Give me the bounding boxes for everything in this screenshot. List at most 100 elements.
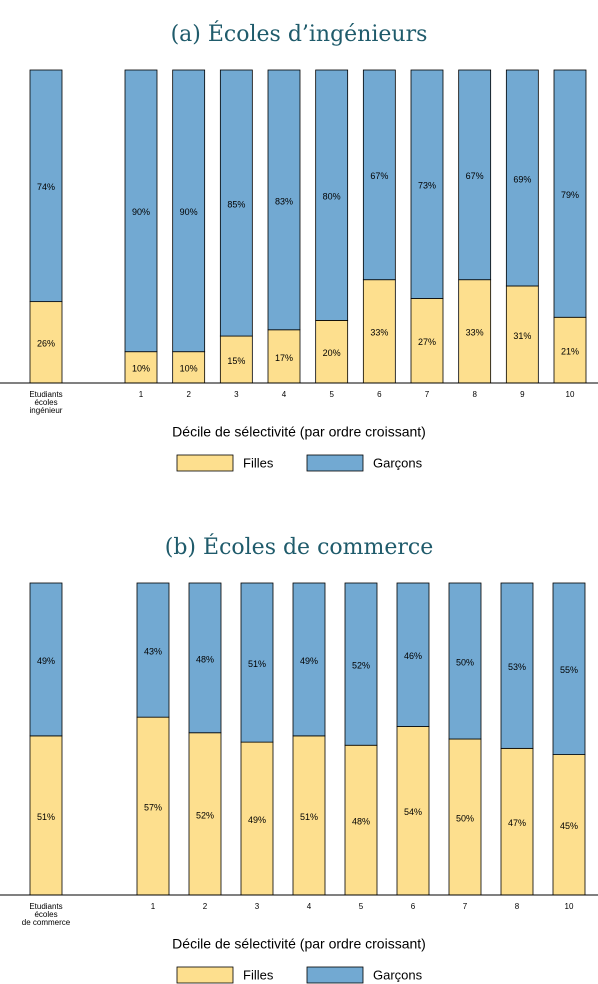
- value-label: 73%: [418, 181, 436, 191]
- value-label: 31%: [513, 331, 531, 341]
- x-tick-label: 5: [329, 390, 334, 399]
- bar-segment: [448, 582, 482, 740]
- x-tick-label: écoles: [34, 910, 57, 919]
- bar-segment: [552, 754, 586, 896]
- value-label: 50%: [456, 657, 474, 667]
- legend-swatch: [306, 454, 364, 472]
- bar-segment: [315, 319, 349, 384]
- x-tick-label: écoles: [34, 398, 57, 407]
- bar-segment: [553, 316, 587, 384]
- chart-title: (b) Écoles de commerce: [165, 533, 433, 560]
- bar-segment: [240, 582, 274, 743]
- chart-title: (a) Écoles d’ingénieurs: [171, 20, 428, 47]
- x-tick-label: 10: [565, 902, 574, 911]
- bar-segment: [553, 69, 587, 318]
- value-label: 49%: [300, 656, 318, 666]
- bar-segment: [362, 279, 396, 384]
- value-label: 49%: [37, 656, 55, 666]
- x-tick-label: 2: [203, 902, 208, 911]
- legend-label: Filles: [243, 967, 274, 982]
- bar-segment: [552, 582, 586, 756]
- value-label: 83%: [275, 196, 293, 206]
- value-label: 51%: [300, 812, 318, 822]
- bar-segment: [500, 582, 534, 749]
- value-label: 90%: [180, 207, 198, 217]
- bar-segment: [292, 735, 326, 896]
- value-label: 53%: [508, 662, 526, 672]
- value-label: 52%: [196, 810, 214, 820]
- bar-segment: [505, 69, 539, 287]
- legend-label: Garçons: [373, 455, 423, 470]
- value-label: 51%: [37, 812, 55, 822]
- value-label: 52%: [352, 660, 370, 670]
- bar-segment: [172, 69, 206, 353]
- bar-segment: [29, 69, 63, 303]
- value-label: 48%: [352, 816, 370, 826]
- value-label: 17%: [275, 353, 293, 363]
- x-tick-label: 9: [520, 390, 525, 399]
- value-label: 67%: [466, 171, 484, 181]
- bar-segment: [136, 582, 170, 718]
- bar-segment: [410, 69, 444, 299]
- value-label: 43%: [144, 646, 162, 656]
- bar-segment: [219, 69, 253, 337]
- value-label: 85%: [227, 199, 245, 209]
- x-tick-label: 7: [425, 390, 430, 399]
- x-tick-label: ingénieur: [30, 406, 63, 415]
- x-tick-label: 3: [255, 902, 260, 911]
- value-label: 55%: [560, 665, 578, 675]
- bar-segment: [362, 69, 396, 281]
- x-tick-label: 6: [377, 390, 382, 399]
- bar-segment: [267, 69, 301, 331]
- value-label: 15%: [227, 356, 245, 366]
- x-tick-label: 8: [472, 390, 477, 399]
- value-label: 80%: [323, 192, 341, 202]
- bar-segment: [29, 582, 63, 737]
- x-tick-label: 8: [515, 902, 520, 911]
- value-label: 45%: [560, 821, 578, 831]
- x-axis-label: Décile de sélectivité (par ordre croissa…: [172, 424, 426, 440]
- bar-segment: [240, 741, 274, 896]
- bar-segment: [396, 582, 430, 727]
- value-label: 74%: [37, 182, 55, 192]
- bar-segment: [267, 329, 301, 384]
- value-label: 79%: [561, 190, 579, 200]
- value-label: 10%: [180, 364, 198, 374]
- value-label: 26%: [37, 339, 55, 349]
- value-label: 69%: [513, 174, 531, 184]
- bar-segment: [136, 716, 170, 896]
- x-tick-label: 1: [139, 390, 144, 399]
- x-tick-label: Etudiants: [29, 390, 62, 399]
- legend-swatch: [176, 966, 234, 984]
- bar-segment: [410, 298, 444, 384]
- value-label: 33%: [370, 328, 388, 338]
- legend-label: Garçons: [373, 967, 423, 982]
- value-label: 48%: [196, 654, 214, 664]
- bar-segment: [448, 738, 482, 896]
- x-tick-label: 5: [359, 902, 364, 911]
- bar-segment: [292, 582, 326, 737]
- legend-swatch: [176, 454, 234, 472]
- bar-segment: [458, 279, 492, 384]
- value-label: 54%: [404, 807, 422, 817]
- value-label: 49%: [248, 815, 266, 825]
- x-tick-label: 6: [411, 902, 416, 911]
- x-tick-label: 4: [307, 902, 312, 911]
- bar-segment: [505, 285, 539, 384]
- value-label: 67%: [370, 171, 388, 181]
- x-tick-label: 3: [234, 390, 239, 399]
- bar-segment: [188, 582, 222, 734]
- x-axis-label: Décile de sélectivité (par ordre croissa…: [172, 936, 426, 952]
- value-label: 27%: [418, 337, 436, 347]
- x-tick-label: 10: [566, 390, 575, 399]
- x-tick-label: 7: [463, 902, 468, 911]
- x-tick-label: Etudiants: [29, 902, 62, 911]
- value-label: 50%: [456, 813, 474, 823]
- bar-segment: [344, 582, 378, 746]
- x-tick-label: 2: [186, 390, 191, 399]
- value-label: 20%: [323, 348, 341, 358]
- legend-swatch: [306, 966, 364, 984]
- value-label: 33%: [466, 328, 484, 338]
- x-tick-label: de commerce: [22, 918, 71, 927]
